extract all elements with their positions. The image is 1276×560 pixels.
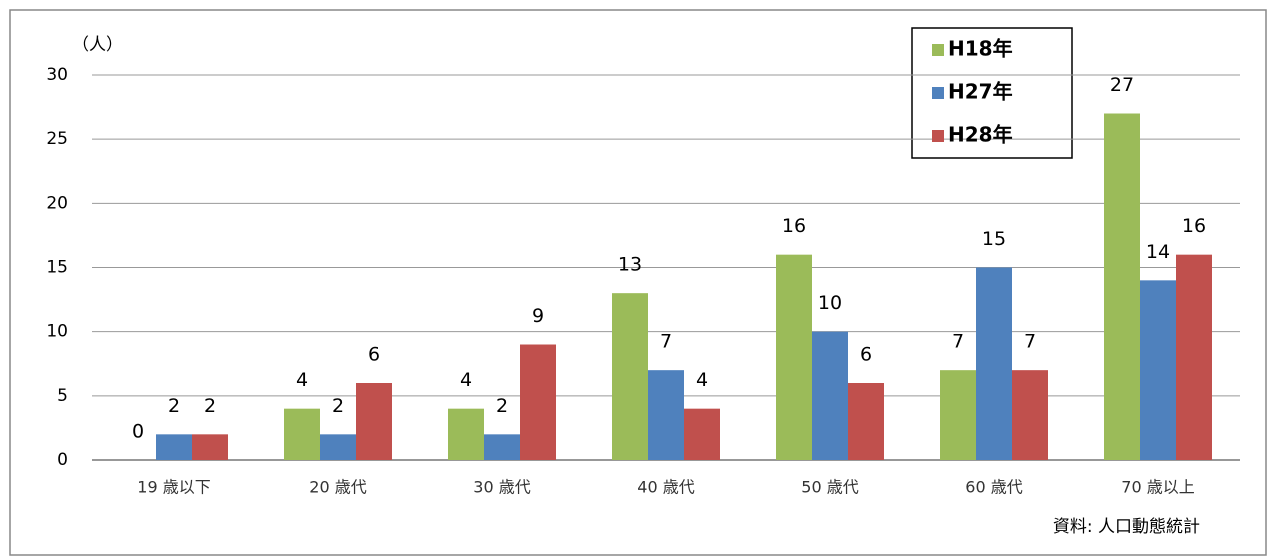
legend-label: H27年 [948,80,1013,104]
data-label: 7 [660,331,672,353]
legend-swatch [932,44,944,56]
bar [320,434,356,460]
y-tick-label: 15 [46,258,68,278]
bar [976,267,1012,460]
bar [612,293,648,460]
x-tick-label: 60 歳代 [965,478,1022,497]
data-label: 2 [204,395,216,417]
x-tick-label: 40 歳代 [637,478,694,497]
data-label: 9 [532,305,544,327]
data-label: 4 [460,369,472,391]
x-tick-label: 20 歳代 [309,478,366,497]
data-label: 7 [1024,331,1036,353]
data-label: 7 [952,331,964,353]
bar [812,331,848,460]
x-tick-label: 50 歳代 [801,478,858,497]
y-tick-label: 20 [46,193,68,213]
bar [484,434,520,460]
data-label: 2 [168,395,180,417]
bar [448,408,484,460]
bar [848,383,884,460]
legend-swatch [932,87,944,99]
data-label: 16 [1182,215,1206,237]
data-label: 4 [296,369,308,391]
legend-label: H28年 [948,123,1013,147]
bar [192,434,228,460]
bar [648,370,684,460]
x-tick-label: 30 歳代 [473,478,530,497]
y-tick-label: 0 [57,450,68,470]
source-note: 資料: 人口動態統計 [1053,517,1200,537]
bar [1176,254,1212,460]
data-label: 16 [782,215,806,237]
y-axis-label: （人） [72,35,123,55]
y-tick-label: 25 [46,129,68,149]
bar [940,370,976,460]
data-label: 6 [860,344,872,366]
data-label: 14 [1146,241,1170,263]
data-label: 6 [368,344,380,366]
chart-frame [9,9,1267,556]
bar [156,434,192,460]
y-tick-label: 5 [57,386,68,406]
bar [520,344,556,460]
x-tick-label: 19 歳以下 [137,478,210,497]
data-label: 10 [818,292,842,314]
data-label: 13 [618,254,642,276]
legend-label: H18年 [948,37,1013,61]
bar [284,408,320,460]
bar [776,254,812,460]
bar [1012,370,1048,460]
data-label: 2 [332,395,344,417]
bar [356,383,392,460]
y-tick-label: 10 [46,322,68,342]
legend-swatch [932,130,944,142]
bar [684,408,720,460]
data-label: 2 [496,395,508,417]
y-tick-label: 30 [46,65,68,85]
x-tick-label: 70 歳以上 [1121,478,1194,497]
data-label: 27 [1110,74,1134,96]
bar [1104,113,1140,460]
data-label: 15 [982,228,1006,250]
data-label: 4 [696,369,708,391]
data-label: 0 [132,421,144,443]
bar [1140,280,1176,460]
